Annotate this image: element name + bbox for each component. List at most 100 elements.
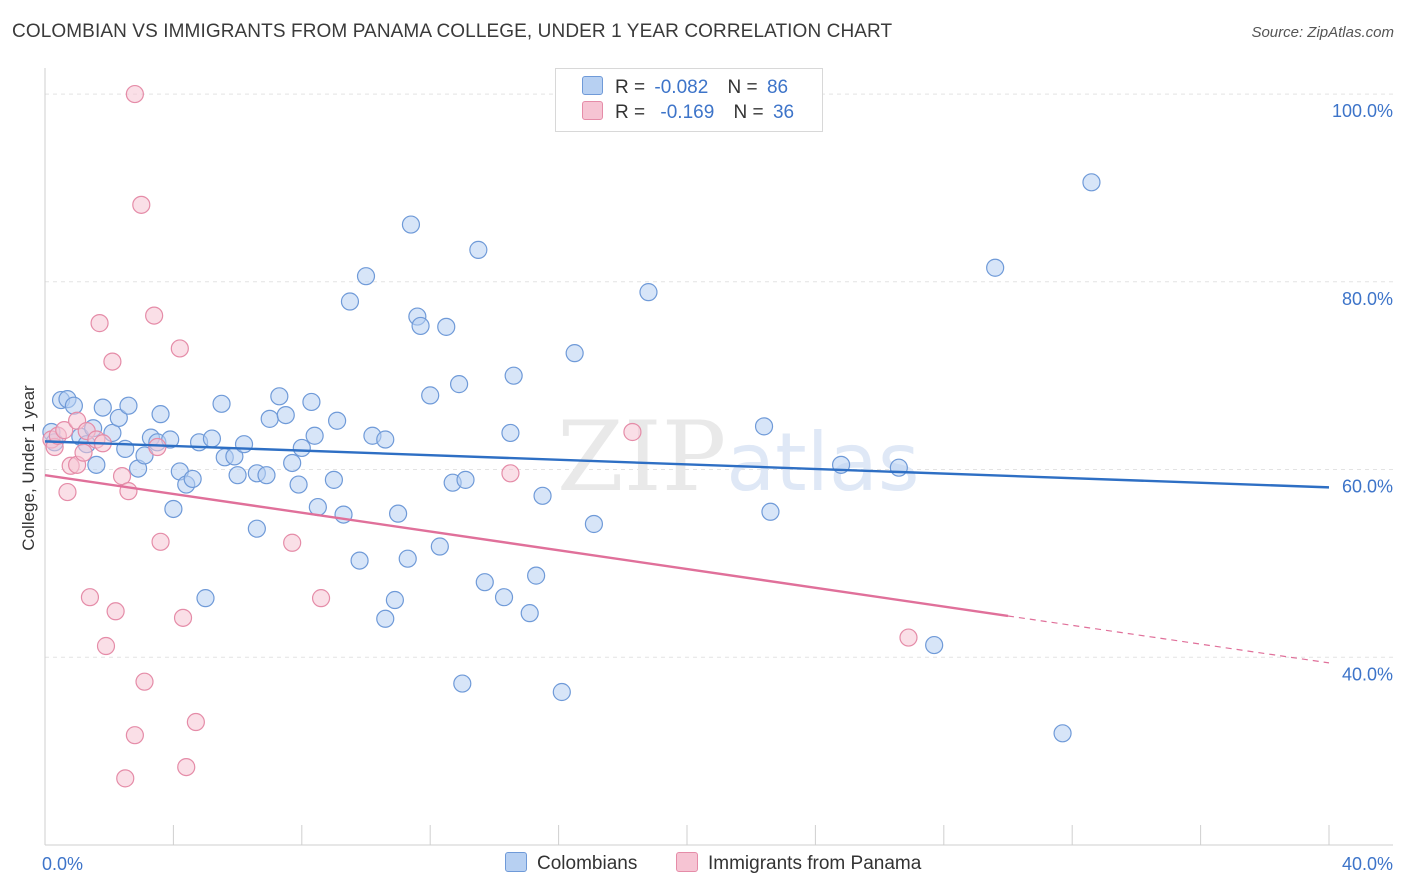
colombians-point [151, 405, 170, 424]
bottom-legend-swatch-colombians [505, 852, 527, 872]
colombians-point [270, 387, 289, 406]
colombians-point [328, 411, 347, 430]
colombians-point [437, 317, 456, 336]
colombians-point [389, 504, 408, 523]
legend-r-label: R = [615, 102, 646, 123]
colombians-point [501, 423, 520, 443]
colombians-point [247, 519, 266, 538]
colombians-point [889, 458, 908, 477]
panama-point [173, 608, 193, 627]
x-tick-label: 40.0% [1342, 854, 1393, 874]
colombians-point [411, 316, 430, 336]
colombians-point [456, 470, 475, 489]
panama-point [58, 482, 77, 502]
colombians-point [183, 469, 202, 489]
panama-point [74, 443, 93, 462]
colombians-point [324, 470, 343, 489]
bottom-legend-colombians: Colombians [505, 852, 637, 876]
legend-r-value: -0.082 [654, 77, 709, 98]
panama-point [125, 84, 144, 104]
bottom-legend-label: Immigrants from Panama [708, 853, 922, 874]
colombians-point [754, 417, 774, 436]
colombians-point [552, 682, 571, 702]
panama-point [112, 467, 132, 486]
colombians-point [119, 396, 138, 415]
watermark-atlas: atlas [726, 416, 919, 509]
colombians-point [260, 409, 279, 428]
panama-point [96, 636, 116, 656]
y-tick-label: 80.0% [1342, 289, 1393, 309]
colombians-point [376, 609, 395, 628]
legend-r-label: R = [615, 77, 646, 98]
colombians-point [925, 635, 944, 655]
panama-point [283, 533, 302, 552]
colombians-trend-line [44, 440, 1330, 489]
colombians-point [565, 344, 584, 363]
colombians-point [340, 292, 360, 311]
panama-point [148, 437, 167, 457]
panama-point [103, 352, 122, 371]
panama-point [80, 588, 100, 607]
legend-swatch-colombians [582, 76, 603, 95]
colombians-point [376, 430, 395, 449]
panama-point [55, 421, 74, 440]
legend-n-value: 36 [772, 102, 795, 123]
colombians-point [453, 674, 472, 693]
colombians-point [520, 604, 539, 623]
colombians-point [469, 240, 488, 259]
legend-n-label: N = [727, 77, 758, 98]
panama-point [151, 532, 170, 551]
colombians-point [421, 386, 440, 405]
panama-point [119, 482, 138, 501]
legend-r-value: -0.169 [660, 102, 715, 123]
colombians-point [533, 486, 552, 505]
y-axis-label: College, Under 1 year [19, 385, 38, 551]
panama-point [170, 339, 189, 358]
x-tick-label: 0.0% [42, 854, 83, 874]
colombians-point [350, 551, 369, 570]
panama-point [186, 712, 205, 732]
legend-row-panama: R = -0.169 N = 36 [582, 101, 794, 125]
panama-point [145, 306, 164, 325]
watermark-zip: ZIP [557, 401, 726, 513]
legend-row-colombians: R = -0.082 N = 86 [582, 76, 788, 100]
colombians-point [401, 215, 421, 234]
panama-point [132, 195, 151, 214]
panama-point [106, 602, 125, 621]
bottom-legend-swatch-panama [676, 852, 698, 872]
colombians-point [305, 426, 324, 445]
panama-trend-extension [1007, 615, 1330, 664]
legend-n-value: 86 [766, 77, 789, 98]
colombians-point [527, 566, 546, 585]
colombians-point [430, 537, 449, 556]
panama-point [125, 726, 144, 745]
panama-point [623, 422, 642, 442]
colombians-point [87, 455, 106, 474]
colombians-point [292, 438, 311, 458]
colombians-point [135, 446, 154, 465]
colombians-point [1082, 173, 1101, 192]
colombians-point [398, 549, 417, 568]
correlation-legend: R = -0.082 N = 86 R = -0.169 N = 36 [555, 68, 823, 132]
bottom-legend-panama: Immigrants from Panama [676, 852, 921, 876]
legend-swatch-panama [582, 101, 603, 120]
colombians-point [639, 283, 658, 302]
colombians-point [289, 475, 308, 494]
colombians-point [356, 267, 376, 286]
colombians-point [64, 396, 83, 415]
panama-trend-line [44, 473, 1009, 618]
colombians-point [93, 398, 112, 417]
watermark: ZIPatlas [557, 401, 920, 513]
colombians-point [1053, 724, 1072, 743]
chart-title: COLOMBIAN VS IMMIGRANTS FROM PANAMA COLL… [12, 21, 893, 42]
colombians-point [109, 408, 128, 428]
legend-n-label: N = [733, 102, 764, 123]
y-tick-label: 40.0% [1342, 664, 1393, 684]
colombians-point [164, 499, 183, 519]
y-tick-label: 60.0% [1342, 477, 1393, 497]
colombians-point [228, 466, 247, 485]
panama-point [90, 314, 109, 333]
y-tick-label: 100.0% [1332, 101, 1393, 121]
colombians-point [504, 366, 523, 385]
